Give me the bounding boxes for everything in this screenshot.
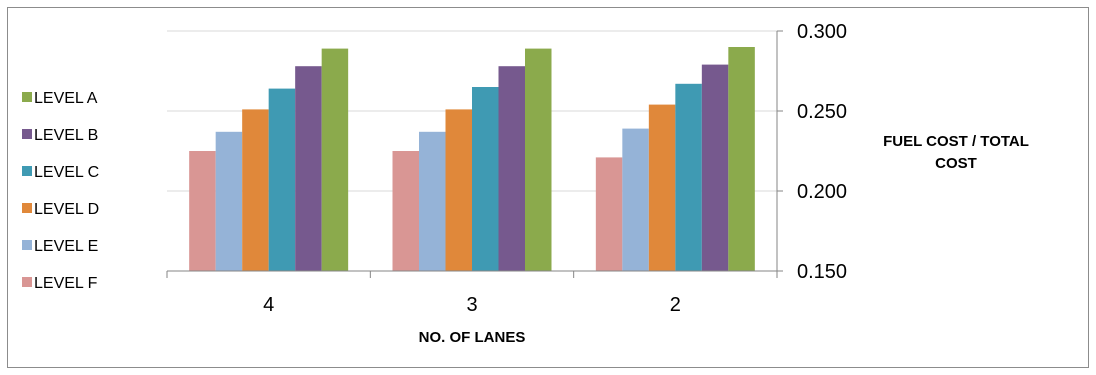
legend-swatch (22, 92, 32, 102)
legend-label: LEVEL F (34, 275, 98, 292)
x-axis-title: NO. OF LANES (419, 329, 526, 346)
legend-swatch (22, 166, 32, 176)
bar (419, 131, 446, 271)
bar (215, 131, 243, 271)
legend-label: LEVEL D (34, 201, 99, 218)
bar (445, 109, 472, 272)
x-axis: 4 3 2 (166, 270, 778, 316)
bar (701, 64, 729, 271)
legend-label: LEVEL A (34, 90, 98, 107)
x-tick-label: 2 (670, 294, 681, 316)
legend-swatch (22, 203, 32, 213)
bar (189, 151, 216, 271)
bar (268, 88, 296, 271)
bar (472, 87, 499, 271)
legend-label: LEVEL B (34, 127, 98, 144)
bar (392, 151, 419, 271)
bar (622, 128, 649, 271)
y-tick-label: 0.200 (797, 181, 847, 203)
x-tick-label: 4 (263, 294, 274, 316)
y-tick-label: 0.250 (797, 101, 847, 123)
bar (295, 66, 322, 271)
x-tick-label: 3 (466, 294, 477, 316)
bar (498, 66, 525, 271)
legend-label: LEVEL E (34, 238, 98, 255)
y-axis-title-line-1: FUEL COST / TOTAL (883, 133, 1029, 150)
bar (648, 104, 676, 271)
legend-label: LEVEL C (34, 164, 99, 181)
y-tick-label: 0.300 (797, 21, 847, 43)
bar (728, 47, 755, 271)
legend-swatch (22, 277, 32, 287)
bar (675, 83, 702, 271)
legend-swatch (22, 240, 32, 250)
legend-swatch (22, 129, 32, 139)
bar (242, 109, 269, 272)
bars (189, 47, 755, 272)
y-tick-label: 0.150 (797, 261, 847, 283)
bar (321, 48, 349, 271)
y-axis: 0.150 0.200 0.250 0.300 (776, 21, 847, 283)
bar (595, 157, 623, 271)
legend: LEVEL A LEVEL B LEVEL C LEVEL D LEVEL E LEVEL… (22, 90, 99, 292)
bar (525, 48, 552, 271)
y-axis-title-line-2: COST (935, 155, 977, 172)
